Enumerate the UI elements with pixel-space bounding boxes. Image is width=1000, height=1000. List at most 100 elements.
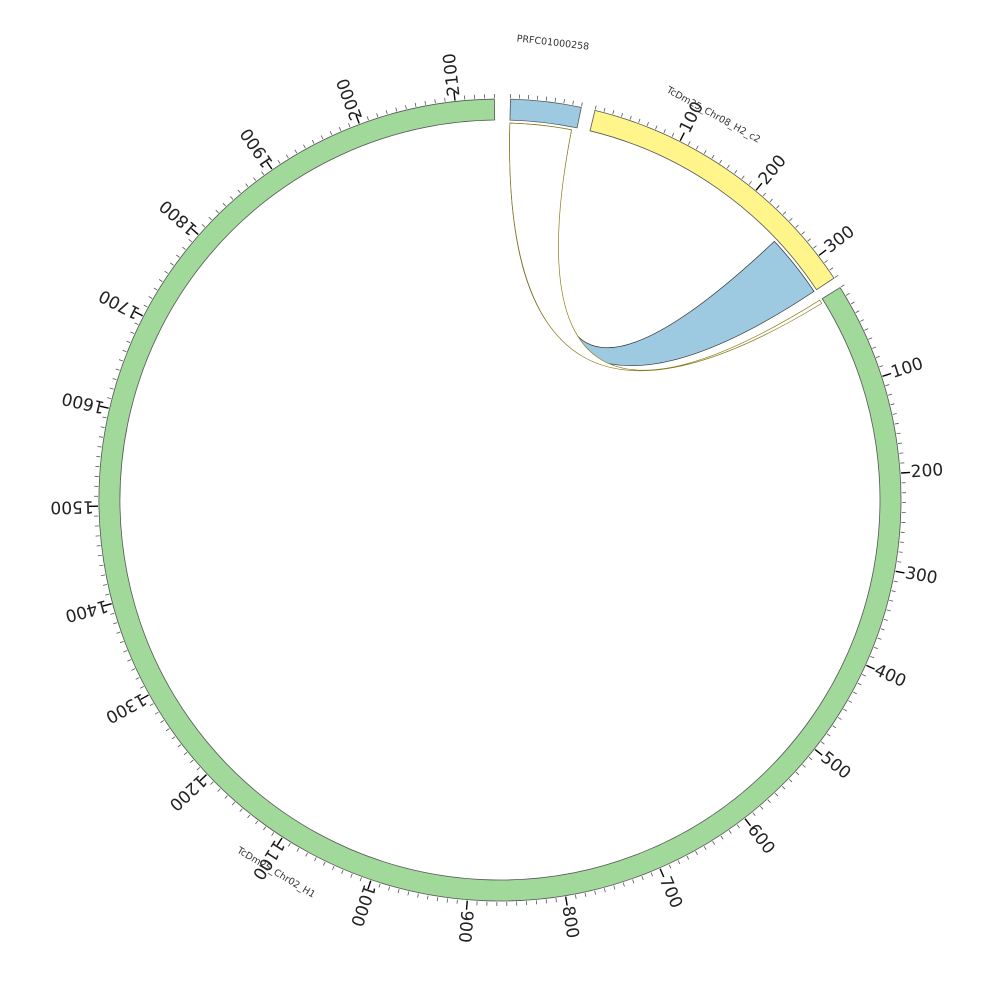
minor-tick bbox=[829, 267, 834, 271]
minor-tick bbox=[305, 852, 308, 857]
minor-tick bbox=[767, 799, 771, 804]
major-tick bbox=[866, 664, 875, 670]
minor-tick bbox=[612, 110, 615, 115]
minor-tick bbox=[695, 851, 698, 855]
minor-tick bbox=[414, 102, 417, 107]
tick-label: 900 bbox=[454, 910, 477, 944]
major-tick bbox=[564, 896, 568, 906]
minor-tick bbox=[671, 132, 675, 137]
minor-tick bbox=[734, 170, 738, 174]
tick-label: 1800 bbox=[156, 195, 202, 239]
minor-tick bbox=[632, 879, 635, 884]
minor-tick bbox=[99, 564, 104, 567]
minor-tick bbox=[148, 296, 153, 299]
minor-tick bbox=[366, 116, 369, 121]
tick-label: 2000 bbox=[333, 75, 367, 123]
minor-tick bbox=[873, 646, 878, 650]
minor-tick bbox=[118, 359, 123, 362]
link-ribbon-2 bbox=[509, 122, 823, 371]
minor-tick bbox=[840, 284, 845, 288]
minor-tick bbox=[208, 216, 212, 221]
minor-tick bbox=[872, 346, 877, 349]
minor-tick bbox=[140, 686, 144, 689]
links-layer bbox=[509, 122, 823, 371]
major-tick bbox=[465, 900, 468, 910]
minor-tick bbox=[837, 717, 842, 720]
segments-layer bbox=[98, 98, 902, 902]
minor-tick bbox=[650, 872, 653, 877]
minor-tick bbox=[247, 814, 251, 819]
minor-tick bbox=[668, 864, 672, 869]
minor-tick bbox=[857, 682, 862, 686]
minor-tick bbox=[417, 893, 419, 898]
tick-label: 400 bbox=[871, 660, 909, 692]
seq-prfc-segment bbox=[509, 98, 582, 129]
major-tick bbox=[901, 471, 911, 474]
minor-tick bbox=[621, 112, 624, 117]
major-tick bbox=[814, 749, 823, 756]
minor-tick bbox=[215, 209, 219, 214]
minor-tick bbox=[845, 293, 850, 296]
minor-tick bbox=[855, 310, 860, 314]
minor-tick bbox=[130, 331, 135, 334]
minor-tick bbox=[795, 771, 800, 776]
tick-label: 1700 bbox=[96, 285, 144, 323]
minor-tick bbox=[395, 107, 398, 112]
major-tick bbox=[453, 91, 456, 101]
minor-tick bbox=[288, 842, 291, 847]
minor-tick bbox=[622, 882, 625, 887]
tick-label: 1400 bbox=[63, 595, 110, 625]
minor-tick bbox=[897, 561, 902, 563]
minor-tick bbox=[127, 659, 132, 662]
minor-tick bbox=[285, 154, 289, 159]
minor-tick bbox=[584, 892, 587, 897]
minor-tick bbox=[807, 238, 811, 242]
minor-tick bbox=[135, 677, 140, 680]
tick-label: 1500 bbox=[50, 496, 94, 517]
major-tick bbox=[134, 311, 144, 317]
minor-tick bbox=[832, 725, 837, 729]
minor-tick bbox=[898, 551, 903, 553]
minor-tick bbox=[868, 337, 873, 340]
minor-tick bbox=[613, 885, 616, 890]
minor-tick bbox=[171, 736, 176, 740]
minor-tick bbox=[323, 861, 326, 866]
minor-tick bbox=[338, 127, 342, 131]
major-tick bbox=[818, 249, 827, 256]
minor-tick bbox=[446, 898, 449, 903]
minor-tick bbox=[109, 387, 114, 390]
major-tick bbox=[190, 227, 199, 235]
tick-label: 500 bbox=[817, 748, 855, 784]
minor-tick bbox=[879, 365, 884, 368]
tick-label: 1200 bbox=[165, 770, 210, 814]
minor-tick bbox=[101, 574, 106, 576]
tick-label: 700 bbox=[655, 874, 686, 912]
minor-tick bbox=[350, 873, 353, 878]
minor-tick bbox=[892, 413, 897, 415]
minor-tick bbox=[294, 149, 298, 154]
minor-tick bbox=[245, 183, 249, 187]
minor-tick bbox=[188, 239, 193, 243]
minor-tick bbox=[850, 301, 855, 305]
tick-label: 800 bbox=[557, 905, 582, 940]
major-tick bbox=[367, 880, 372, 890]
minor-tick bbox=[859, 319, 864, 322]
minor-tick bbox=[201, 224, 206, 228]
minor-tick bbox=[224, 795, 228, 799]
minor-tick bbox=[190, 759, 194, 763]
minor-tick bbox=[329, 131, 333, 136]
tick-label: 2100 bbox=[440, 52, 465, 97]
minor-tick bbox=[574, 894, 577, 899]
major-tick bbox=[895, 570, 905, 574]
minor-tick bbox=[769, 198, 773, 203]
major-tick bbox=[659, 868, 665, 878]
minor-tick bbox=[311, 139, 315, 144]
minor-tick bbox=[158, 279, 163, 282]
minor-tick bbox=[255, 820, 259, 825]
minor-tick bbox=[883, 618, 888, 621]
minor-tick bbox=[629, 115, 632, 120]
minor-tick bbox=[314, 857, 317, 862]
tick-label: 600 bbox=[743, 820, 779, 858]
minor-tick bbox=[263, 826, 267, 831]
minor-tick bbox=[776, 205, 780, 209]
